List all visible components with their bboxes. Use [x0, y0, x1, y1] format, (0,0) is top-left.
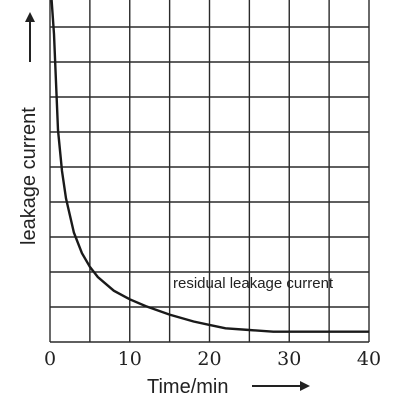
- x-tick-label: 20: [197, 348, 221, 370]
- x-axis-arrow: [252, 381, 310, 391]
- x-tick-labels: 0 10 20 30 40: [44, 348, 381, 370]
- x-tick-label: 40: [357, 348, 381, 370]
- x-tick-label: 0: [44, 348, 56, 370]
- leakage-current-curve: [50, 0, 369, 333]
- x-tick-label: 10: [118, 348, 142, 370]
- x-axis-label: Time/min: [147, 376, 228, 398]
- grid: [49, 0, 370, 343]
- x-tick-label: 30: [277, 348, 301, 370]
- y-axis-arrow: [25, 12, 35, 62]
- y-axis-label: leakage current: [18, 107, 40, 245]
- annotation-residual-leakage-current: residual leakage current: [173, 275, 334, 292]
